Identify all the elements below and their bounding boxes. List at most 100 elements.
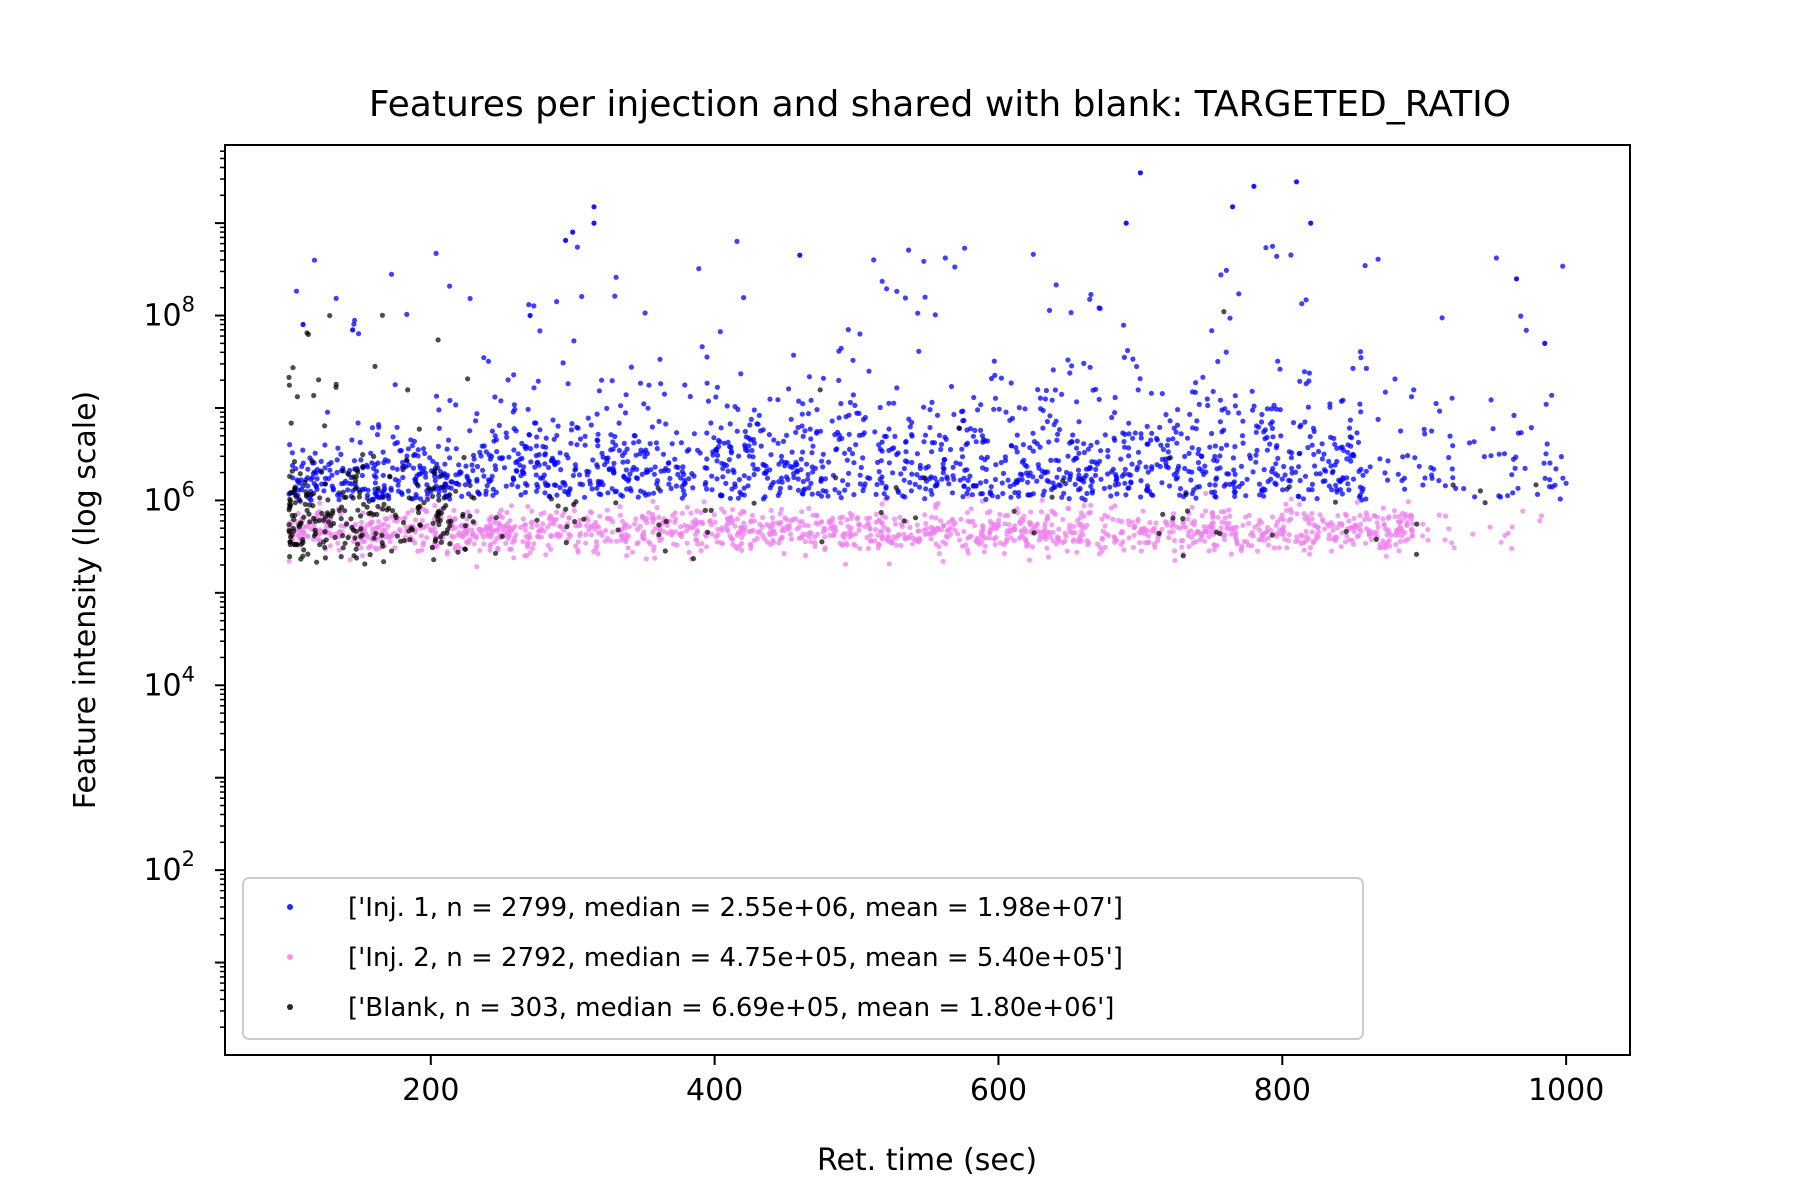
blank-point	[1180, 516, 1186, 522]
inj1-point	[633, 452, 639, 458]
inj1-point	[1286, 477, 1292, 483]
inj2-point	[575, 539, 581, 545]
inj1-point	[1076, 450, 1082, 456]
inj1-point	[511, 426, 517, 432]
inj1-point	[533, 420, 539, 426]
inj1-point	[1212, 482, 1218, 488]
inj1-point	[573, 465, 579, 472]
inj1-point	[1290, 420, 1297, 426]
inj2-point	[484, 531, 491, 537]
inj1-point	[527, 446, 534, 452]
inj2-point	[481, 541, 487, 547]
inj1-point	[1421, 426, 1427, 432]
inj2-point	[1301, 547, 1307, 553]
inj1-point	[1446, 454, 1452, 461]
inj2-point	[1307, 551, 1313, 557]
inj2-point	[583, 540, 589, 546]
inj1-point	[709, 487, 715, 493]
inj1-point	[775, 440, 781, 446]
inj2-point	[1294, 511, 1300, 517]
inj1-point	[1344, 456, 1350, 462]
inj1-point	[589, 486, 595, 492]
inj1-point	[944, 474, 950, 480]
inj1-point	[459, 493, 465, 499]
inj2-point	[1344, 533, 1350, 539]
inj1-point	[1204, 396, 1210, 402]
inj2-point	[1199, 513, 1205, 519]
inj1-point	[1027, 445, 1033, 451]
inj2-point	[1201, 524, 1207, 530]
inj1-point	[741, 295, 747, 301]
inj1-point	[1123, 220, 1129, 226]
inj1-point	[833, 447, 839, 453]
inj1-point	[1041, 488, 1047, 494]
inj1-point	[1293, 179, 1300, 185]
inj1-point	[799, 423, 805, 429]
inj1-point	[382, 457, 388, 463]
inj2-point	[815, 521, 821, 527]
inj1-point	[414, 473, 420, 479]
inj2-point	[338, 523, 344, 529]
inj1-point	[979, 491, 986, 497]
blank-point	[548, 496, 555, 502]
inj1-point	[846, 446, 853, 452]
inj1-point	[1214, 466, 1220, 472]
x-axis-label: Ret. time (sec)	[817, 1143, 1037, 1178]
inj1-point	[442, 461, 448, 467]
inj1-point	[1085, 446, 1091, 452]
inj1-point	[470, 467, 476, 474]
blank-point	[615, 527, 621, 533]
inj2-point	[1273, 522, 1279, 529]
inj2-point	[735, 530, 742, 536]
inj1-point	[586, 469, 592, 475]
blank-point	[366, 498, 372, 504]
inj1-point	[1217, 453, 1223, 459]
inj1-point	[1125, 485, 1131, 491]
inj2-point	[521, 522, 528, 528]
inj1-point	[1461, 486, 1467, 492]
inj1-point	[1382, 389, 1388, 395]
inj2-point	[872, 526, 879, 533]
inj1-point	[953, 460, 959, 466]
blank-point	[441, 495, 447, 501]
inj1-point	[1328, 434, 1334, 440]
inj2-point	[625, 545, 631, 551]
blank-point	[355, 507, 361, 513]
inj1-point	[1350, 365, 1356, 371]
inj1-point	[806, 485, 812, 491]
inj2-point	[975, 537, 981, 543]
inj1-point	[971, 394, 977, 401]
inj1-point	[904, 459, 910, 465]
inj1-point	[351, 458, 358, 464]
inj1-point	[717, 329, 723, 335]
inj2-point	[1354, 533, 1360, 540]
inj2-point	[741, 520, 747, 526]
inj2-point	[1375, 524, 1381, 530]
blank-point	[314, 559, 320, 565]
inj1-point	[563, 237, 569, 243]
inj2-point	[1097, 544, 1103, 551]
blank-point	[426, 485, 432, 491]
blank-point	[290, 365, 296, 371]
inj1-point	[776, 479, 782, 485]
blank-point	[460, 511, 466, 517]
inj1-point	[1066, 496, 1072, 502]
inj1-point	[1030, 251, 1036, 257]
inj1-point	[374, 432, 381, 438]
inj2-point	[531, 541, 537, 547]
inj2-point	[634, 526, 641, 533]
inj2-point	[739, 540, 745, 547]
inj2-point	[1102, 544, 1108, 551]
inj2-point	[933, 541, 939, 547]
inj1-point	[1034, 478, 1040, 484]
inj1-point	[1056, 466, 1062, 473]
inj2-point	[660, 528, 667, 534]
inj2-point	[1219, 519, 1225, 525]
inj1-point	[1560, 475, 1566, 481]
blank-point	[401, 538, 407, 544]
inj1-point	[1302, 419, 1308, 425]
inj1-point	[1097, 305, 1103, 312]
inj1-point	[1314, 496, 1320, 502]
blank-point	[294, 394, 300, 400]
inj1-point	[717, 439, 723, 445]
